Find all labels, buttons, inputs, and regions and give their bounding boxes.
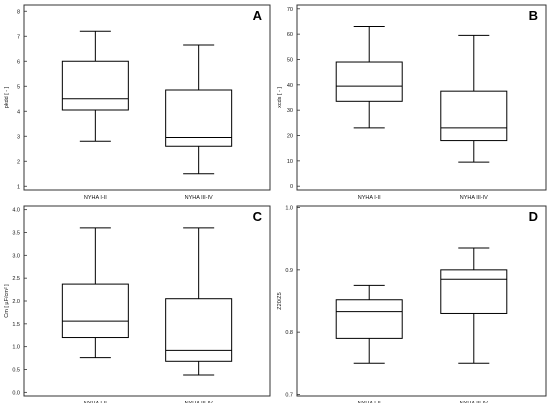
iqr-box [335,61,403,102]
y-tick-label: 3.5 [12,230,20,236]
panel-A: A 1 2 3 4 5 6 7 8 pkdd [ - ] NYHA I-II NYHA III-IV [4,4,271,201]
panel-letter: C [253,209,263,224]
y-tick-label: 4 [17,109,20,115]
y-tick-label: 20 [287,134,293,140]
y-tick-label: 10 [287,159,293,165]
x-category-label: NYHA III-IV [185,401,213,403]
y-tick-label: 0.5 [12,368,20,374]
y-axis-label: Cm [ µF/cm² ] [4,284,10,318]
y-tick-label: 30 [287,108,293,114]
y-tick-label: 0.9 [285,268,293,274]
y-tick-label: 3.0 [12,253,20,259]
plot-frame [23,4,271,191]
box-1 [335,26,403,129]
x-category-label: NYHA III-IV [460,195,488,201]
plot-frame [296,205,547,397]
y-axis-label: pkdd [ - ] [4,86,10,108]
y-tick-label: 40 [287,83,293,89]
y-tick-label: 0 [290,184,293,190]
x-category-label: NYHA I-II [358,401,381,403]
panel-B: B 0 10 20 30 40 50 60 70 xcds [ - ] NYHA I-II NYHA … [277,4,547,201]
plot-frame [296,4,547,191]
y-tick-label: 6 [17,59,20,65]
y-tick-label: 2.5 [12,276,20,282]
y-tick-label: 1.0 [285,206,293,212]
panel-C: C 0.0 0.5 1.0 1.5 2.0 2.5 3.0 3.5 4.0 Cm [ µF/cm² … [4,205,271,403]
iqr-box [335,299,403,339]
y-tick-label: 0.8 [285,330,293,336]
panel-letter: B [529,8,538,23]
box-2 [440,34,508,163]
x-category-label: NYHA I-II [84,401,107,403]
box-1 [61,30,129,142]
y-tick-label: 5 [17,84,20,90]
y-tick-label: 4.0 [12,208,20,214]
y-tick-label: 50 [287,57,293,63]
x-category-label: NYHA I-II [358,195,381,201]
box-2 [440,247,508,364]
y-tick-label: 0.0 [12,390,20,396]
y-axis-label: Z20/Z5 [277,292,283,309]
y-tick-label: 8 [17,9,20,15]
panel-letter: A [253,8,263,23]
iqr-box [440,90,508,142]
y-tick-label: 7 [17,34,20,40]
y-tick-label: 60 [287,32,293,38]
panel-letter: D [529,209,538,224]
iqr-box [440,269,508,314]
plot-frame [23,205,271,397]
y-tick-label: 2.0 [12,299,20,305]
y-tick-label: 2 [17,159,20,165]
box-2 [165,227,233,376]
box-2 [165,44,233,175]
box-1 [61,227,129,359]
y-tick-label: 1.0 [12,345,20,351]
iqr-box [61,60,129,111]
y-tick-label: 3 [17,134,20,140]
y-tick-label: 1 [17,184,20,190]
y-tick-label: 1.5 [12,322,20,328]
x-category-label: NYHA III-IV [185,195,213,201]
x-category-label: NYHA I-II [84,195,107,201]
iqr-box [165,298,233,362]
iqr-box [61,283,129,339]
y-axis-label: xcds [ - ] [277,87,283,108]
box-1 [335,284,403,364]
y-tick-label: 70 [287,7,293,13]
y-tick-label: 0.7 [285,392,293,398]
x-category-label: NYHA III-IV [460,401,488,403]
iqr-box [165,89,233,147]
panel-D: D 0.7 0.8 0.9 1.0 Z20/Z5 NYHA I-II NYHA III-IV [277,205,547,403]
